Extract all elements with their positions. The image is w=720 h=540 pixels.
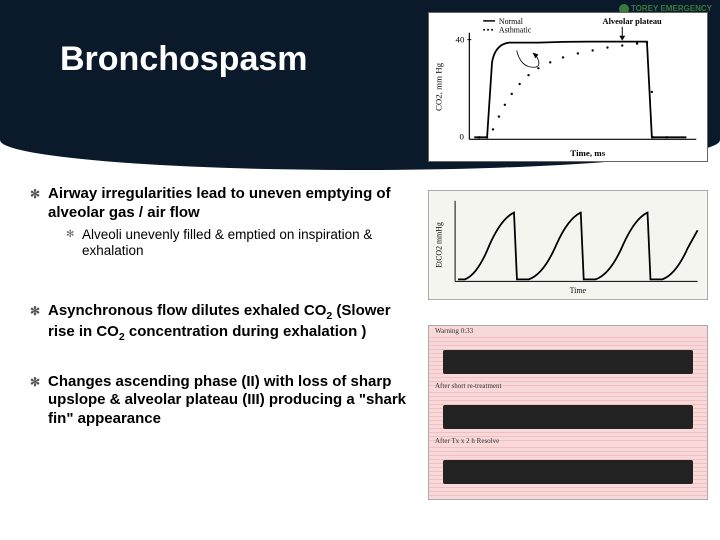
bullet-2: Asynchronous flow dilutes exhaled CO2 (S… <box>30 302 420 344</box>
capnography-chart: CO2, mm Hg Time, ms 40 0 Normal Asthmati… <box>428 12 708 162</box>
chart1-ytick-max: 40 <box>456 35 465 45</box>
bullet-1-sub: Alveoli unevenly filled & emptied on ins… <box>66 227 420 261</box>
normal-curve <box>474 42 686 138</box>
chart2-ylabel: EtCO2 mmHg <box>434 222 443 268</box>
b2-tail: concentration during exhalation ) <box>125 323 367 340</box>
slide-title: Bronchospasm <box>60 40 308 79</box>
strip-label-2: After short re-treatment <box>435 382 501 390</box>
strip-2 <box>429 391 707 441</box>
legend-asthmatic: Asthmatic <box>499 26 532 35</box>
legend-normal: Normal <box>499 17 524 26</box>
bullet-3: Changes ascending phase (II) with loss o… <box>30 373 420 429</box>
chart1-ylabel: CO2, mm Hg <box>434 62 444 111</box>
capno-strips: Warning 0:33 After short re-treatment Af… <box>428 325 708 500</box>
b2-pre: Asynchronous flow dilutes exhaled CO <box>48 302 326 319</box>
chart1-xlabel: Time, ms <box>570 148 605 158</box>
chart1-ytick-min: 0 <box>459 131 464 141</box>
strip-label-1: Warning 0:33 <box>435 327 473 335</box>
chart1-annotation: Alveolar plateau <box>603 17 663 26</box>
strip-label-3: After Tx x 2 h Resolve <box>435 437 499 445</box>
strip-3 <box>429 446 707 496</box>
sharkfin-curve <box>458 213 698 280</box>
bullet-1: Airway irregularities lead to uneven emp… <box>30 185 420 223</box>
strip-1 <box>429 336 707 386</box>
chart2-xlabel: Time <box>570 286 587 295</box>
content-body: Airway irregularities lead to uneven emp… <box>30 185 420 433</box>
asthmatic-curve <box>478 41 668 138</box>
sharkfin-chart: EtCO2 mmHg Time <box>428 190 708 300</box>
